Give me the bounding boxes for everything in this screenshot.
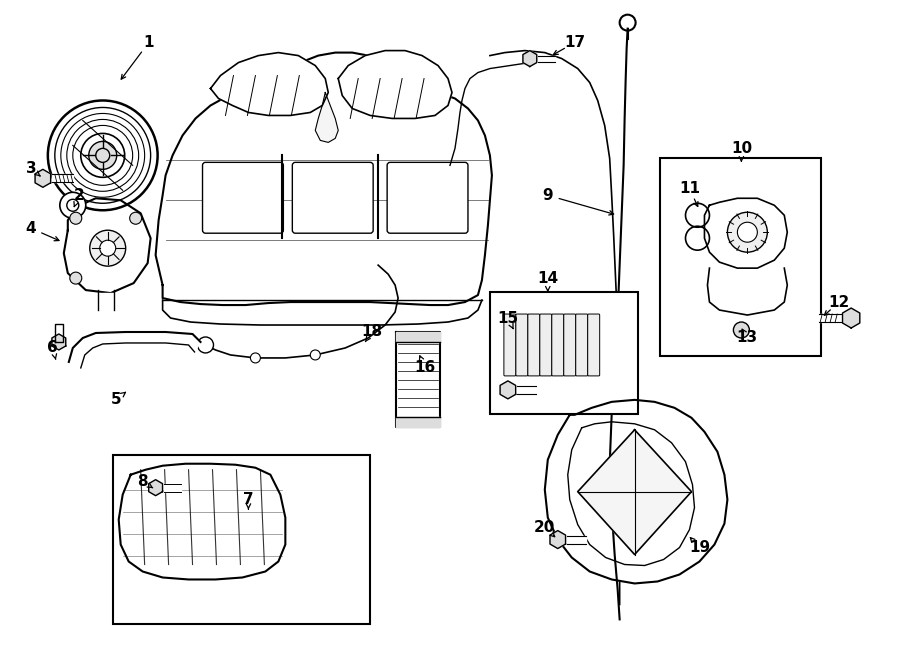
Text: 18: 18 <box>362 325 382 340</box>
Circle shape <box>250 353 260 363</box>
Text: 5: 5 <box>111 393 121 407</box>
Polygon shape <box>705 198 788 268</box>
FancyBboxPatch shape <box>516 314 527 376</box>
FancyBboxPatch shape <box>387 163 468 233</box>
Polygon shape <box>500 381 516 399</box>
Text: 8: 8 <box>138 474 148 489</box>
FancyBboxPatch shape <box>588 314 599 376</box>
Text: 3: 3 <box>25 161 36 176</box>
FancyBboxPatch shape <box>112 455 370 625</box>
Text: 13: 13 <box>737 330 758 346</box>
Text: 6: 6 <box>48 340 58 356</box>
Text: 1: 1 <box>143 35 154 50</box>
Polygon shape <box>819 314 842 322</box>
FancyBboxPatch shape <box>660 159 821 356</box>
Polygon shape <box>211 53 328 116</box>
FancyBboxPatch shape <box>292 163 374 233</box>
Polygon shape <box>148 480 163 496</box>
Polygon shape <box>156 53 492 305</box>
Polygon shape <box>164 484 181 492</box>
Text: 17: 17 <box>564 35 585 50</box>
Polygon shape <box>64 198 150 293</box>
Text: 4: 4 <box>25 221 36 236</box>
Text: 20: 20 <box>534 520 555 535</box>
FancyBboxPatch shape <box>576 314 588 376</box>
Polygon shape <box>517 386 535 394</box>
FancyBboxPatch shape <box>552 314 563 376</box>
Polygon shape <box>544 400 727 584</box>
Text: 14: 14 <box>537 270 558 286</box>
Polygon shape <box>338 51 452 118</box>
Polygon shape <box>396 332 440 427</box>
Circle shape <box>197 337 213 353</box>
Polygon shape <box>396 417 440 427</box>
FancyBboxPatch shape <box>563 314 576 376</box>
Text: 7: 7 <box>243 492 254 507</box>
Polygon shape <box>55 324 63 342</box>
Text: 16: 16 <box>414 360 436 375</box>
Polygon shape <box>523 51 536 67</box>
FancyBboxPatch shape <box>540 314 552 376</box>
Text: 19: 19 <box>688 540 710 555</box>
Circle shape <box>727 212 768 252</box>
Text: 2: 2 <box>74 188 85 203</box>
Circle shape <box>90 230 126 266</box>
Polygon shape <box>315 93 338 142</box>
Polygon shape <box>52 334 66 350</box>
Polygon shape <box>52 175 73 182</box>
Polygon shape <box>98 293 113 310</box>
Text: 15: 15 <box>498 311 518 325</box>
FancyBboxPatch shape <box>202 163 284 233</box>
Polygon shape <box>119 464 285 580</box>
Polygon shape <box>550 531 565 549</box>
FancyBboxPatch shape <box>490 292 637 414</box>
Polygon shape <box>538 56 554 61</box>
Circle shape <box>89 141 117 169</box>
Circle shape <box>737 222 758 242</box>
Circle shape <box>734 322 750 338</box>
Circle shape <box>59 192 86 218</box>
Polygon shape <box>396 332 440 342</box>
Polygon shape <box>578 430 691 555</box>
Text: 12: 12 <box>829 295 850 309</box>
Text: 10: 10 <box>731 141 752 156</box>
Circle shape <box>70 212 82 224</box>
Polygon shape <box>35 169 50 187</box>
Polygon shape <box>68 332 201 368</box>
Circle shape <box>130 212 141 224</box>
Polygon shape <box>567 535 586 543</box>
Circle shape <box>95 148 110 163</box>
FancyBboxPatch shape <box>527 314 540 376</box>
Circle shape <box>100 240 116 256</box>
Polygon shape <box>842 308 860 328</box>
FancyBboxPatch shape <box>504 314 516 376</box>
Circle shape <box>310 350 320 360</box>
Text: 9: 9 <box>543 188 553 203</box>
Text: 11: 11 <box>679 181 700 196</box>
Circle shape <box>70 272 82 284</box>
